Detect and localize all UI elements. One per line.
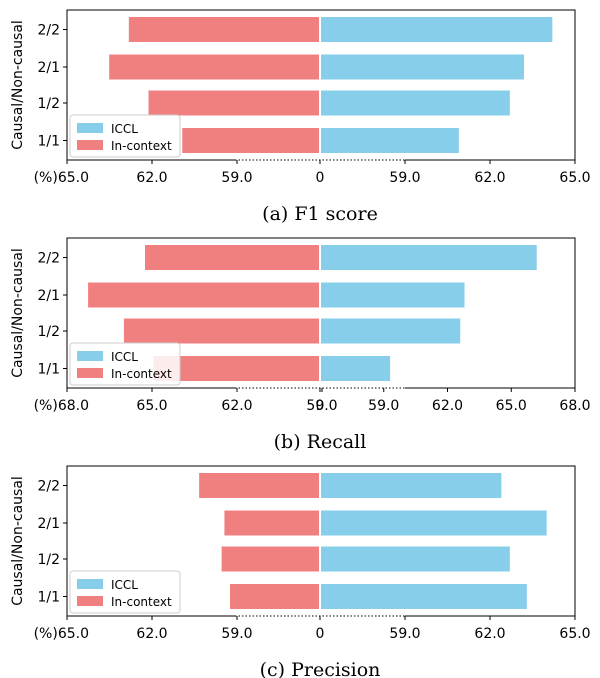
legend-label-in-context: In-context bbox=[111, 595, 172, 609]
x-tick-label-right: 59.0 bbox=[389, 170, 420, 186]
bar-iccl-1-2 bbox=[321, 318, 461, 344]
bar-iccl-1-1 bbox=[321, 356, 391, 381]
x-tick-label-right: 65.0 bbox=[496, 398, 527, 414]
x-tick-label-left: 65.0 bbox=[136, 398, 167, 414]
legend-swatch-in-context bbox=[77, 368, 103, 378]
bar-in-context-2-2 bbox=[199, 473, 319, 498]
x-tick-label-right: 62.0 bbox=[474, 626, 505, 642]
y-tick-label: 2/1 bbox=[37, 516, 60, 532]
legend-swatch-iccl bbox=[77, 579, 103, 589]
bar-in-context-1-1 bbox=[153, 356, 319, 381]
bar-iccl-1-1 bbox=[321, 584, 527, 609]
x-tick-label-right: 68.0 bbox=[559, 398, 590, 414]
bar-iccl-1-1 bbox=[321, 128, 459, 153]
x-tick-label-left: (%)65.0 bbox=[34, 626, 89, 642]
y-tick-label: 1/1 bbox=[37, 134, 60, 150]
chart-panel-2: 2/22/11/21/1(%)68.0 65.0 62.0 59.00 59.0 62.0… bbox=[10, 237, 591, 453]
x-tick-label-right: 62.0 bbox=[432, 398, 463, 414]
legend-label-iccl: ICCL bbox=[111, 122, 138, 136]
legend: ICCL In-context bbox=[69, 342, 181, 386]
x-tick-label-right: 65.0 bbox=[559, 170, 590, 186]
bar-in-context-1-2 bbox=[148, 90, 319, 116]
legend-label-iccl: ICCL bbox=[111, 578, 138, 592]
legend: ICCL In-context bbox=[69, 570, 181, 614]
legend-swatch-in-context bbox=[77, 596, 103, 606]
y-tick-label: 1/2 bbox=[37, 96, 60, 112]
legend-swatch-in-context bbox=[77, 140, 103, 150]
x-tick-label-right: 59.0 bbox=[389, 626, 420, 642]
bar-iccl-1-2 bbox=[321, 546, 510, 572]
figure-caption: (a) F1 score bbox=[262, 203, 378, 225]
y-tick-label: 2/2 bbox=[37, 23, 60, 39]
y-tick-label: 2/1 bbox=[37, 288, 60, 304]
x-tick-label-left: 59.0 bbox=[306, 398, 337, 414]
y-tick-label: 1/2 bbox=[37, 324, 60, 340]
y-tick-label: 2/1 bbox=[37, 60, 60, 76]
y-tick-label: 1/2 bbox=[37, 552, 60, 568]
bar-iccl-1-2 bbox=[321, 90, 510, 116]
bar-in-context-2-1 bbox=[224, 510, 319, 536]
bar-in-context-1-2 bbox=[123, 318, 319, 344]
x-tick-label-left: (%)68.0 bbox=[34, 398, 89, 414]
x-tick-label-left: 62.0 bbox=[221, 398, 252, 414]
x-tick-label-left: (%)65.0 bbox=[34, 170, 89, 186]
legend: ICCL In-context bbox=[69, 114, 181, 158]
x-tick-label-left: 62.0 bbox=[136, 626, 167, 642]
bar-iccl-2-1 bbox=[321, 282, 465, 308]
chart-panel-1: 2/2 2/1 1/2 1/1 (%)65.0 62.0 59.0 0 59.0 62.0 65.0… bbox=[10, 9, 591, 225]
x-tick-label-center: 0 bbox=[316, 626, 325, 642]
figure-caption: (c) Precision bbox=[260, 659, 381, 678]
y-axis-label: Causal/Non-causal bbox=[10, 248, 26, 378]
y-tick-label: 1/1 bbox=[37, 362, 60, 378]
x-tick-label-right: 59.0 bbox=[368, 398, 399, 414]
legend-label-in-context: In-context bbox=[111, 139, 172, 153]
bar-in-context-2-1 bbox=[88, 282, 319, 308]
bar-in-context-1-2 bbox=[221, 546, 319, 572]
bar-iccl-2-2 bbox=[321, 245, 537, 270]
bar-iccl-2-2 bbox=[321, 473, 502, 498]
legend-swatch-iccl bbox=[77, 351, 103, 361]
y-tick-label: 1/1 bbox=[37, 590, 60, 606]
y-axis-label: Causal/Non-causal bbox=[10, 476, 26, 606]
bar-in-context-2-2 bbox=[145, 245, 319, 270]
bar-in-context-1-1 bbox=[182, 128, 319, 153]
bar-in-context-1-1 bbox=[230, 584, 319, 609]
x-tick-label-right: 65.0 bbox=[559, 626, 590, 642]
chart-panel-3: 2/2 2/1 1/2 1/1 (%)65.0 62.0 59.0 0 59.0 62.0 65.0… bbox=[10, 465, 591, 678]
bar-iccl-2-2 bbox=[321, 17, 553, 42]
x-tick-label-left: 59.0 bbox=[221, 626, 252, 642]
x-tick-label-center: 0 bbox=[316, 170, 325, 186]
y-axis-label: Causal/Non-causal bbox=[10, 20, 26, 150]
bar-iccl-2-1 bbox=[321, 54, 524, 80]
legend-label-in-context: In-context bbox=[111, 367, 172, 381]
legend-label-iccl: ICCL bbox=[111, 350, 138, 364]
figure-caption: (b) Recall bbox=[274, 431, 367, 453]
x-tick-label-left: 59.0 bbox=[221, 170, 252, 186]
legend-swatch-iccl bbox=[77, 123, 103, 133]
x-tick-label-center: 0 bbox=[316, 398, 325, 414]
bar-in-context-2-1 bbox=[109, 54, 320, 80]
x-tick-label-right: 62.0 bbox=[474, 170, 505, 186]
y-tick-label: 2/2 bbox=[37, 479, 60, 495]
bar-in-context-2-2 bbox=[128, 17, 319, 42]
x-tick-label-left: 62.0 bbox=[136, 170, 167, 186]
bar-iccl-2-1 bbox=[321, 510, 547, 536]
y-tick-label: 2/2 bbox=[37, 251, 60, 267]
